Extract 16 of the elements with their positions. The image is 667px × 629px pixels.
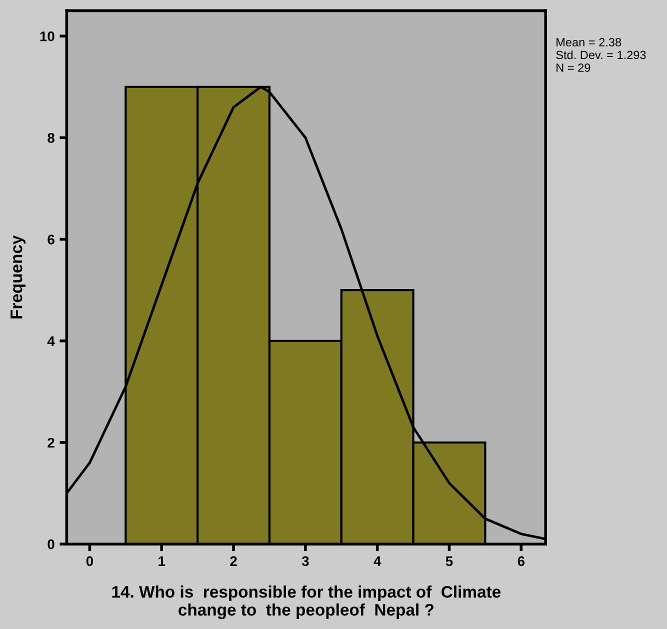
y-tick-label: 6 (48, 234, 54, 244)
x-tick-label: 0 (86, 556, 94, 566)
y-tick-label: 4 (47, 336, 55, 346)
y-tick-label: 2 (48, 438, 54, 448)
x-tick-label: 3 (302, 556, 309, 566)
text: Mean = 2.38 Std. Dev. = 1.293 N = 29 (556, 38, 646, 72)
x-tick-label: 2 (230, 556, 237, 566)
y-axis-title: Frequency (10, 235, 26, 318)
y-tick-label: 0 (48, 539, 54, 550)
y-tick-label: 10 (40, 31, 54, 42)
y-tick-label: 8 (48, 133, 54, 143)
x-axis-title: 14. Who is responsible for the impact of Climate change to the peopleof Nepal ? (112, 586, 501, 620)
x-tick-label: 4 (374, 556, 382, 566)
x-tick-label: 1 (158, 556, 166, 566)
x-tick-label: 6 (518, 556, 525, 566)
x-tick-label: 5 (446, 556, 453, 566)
